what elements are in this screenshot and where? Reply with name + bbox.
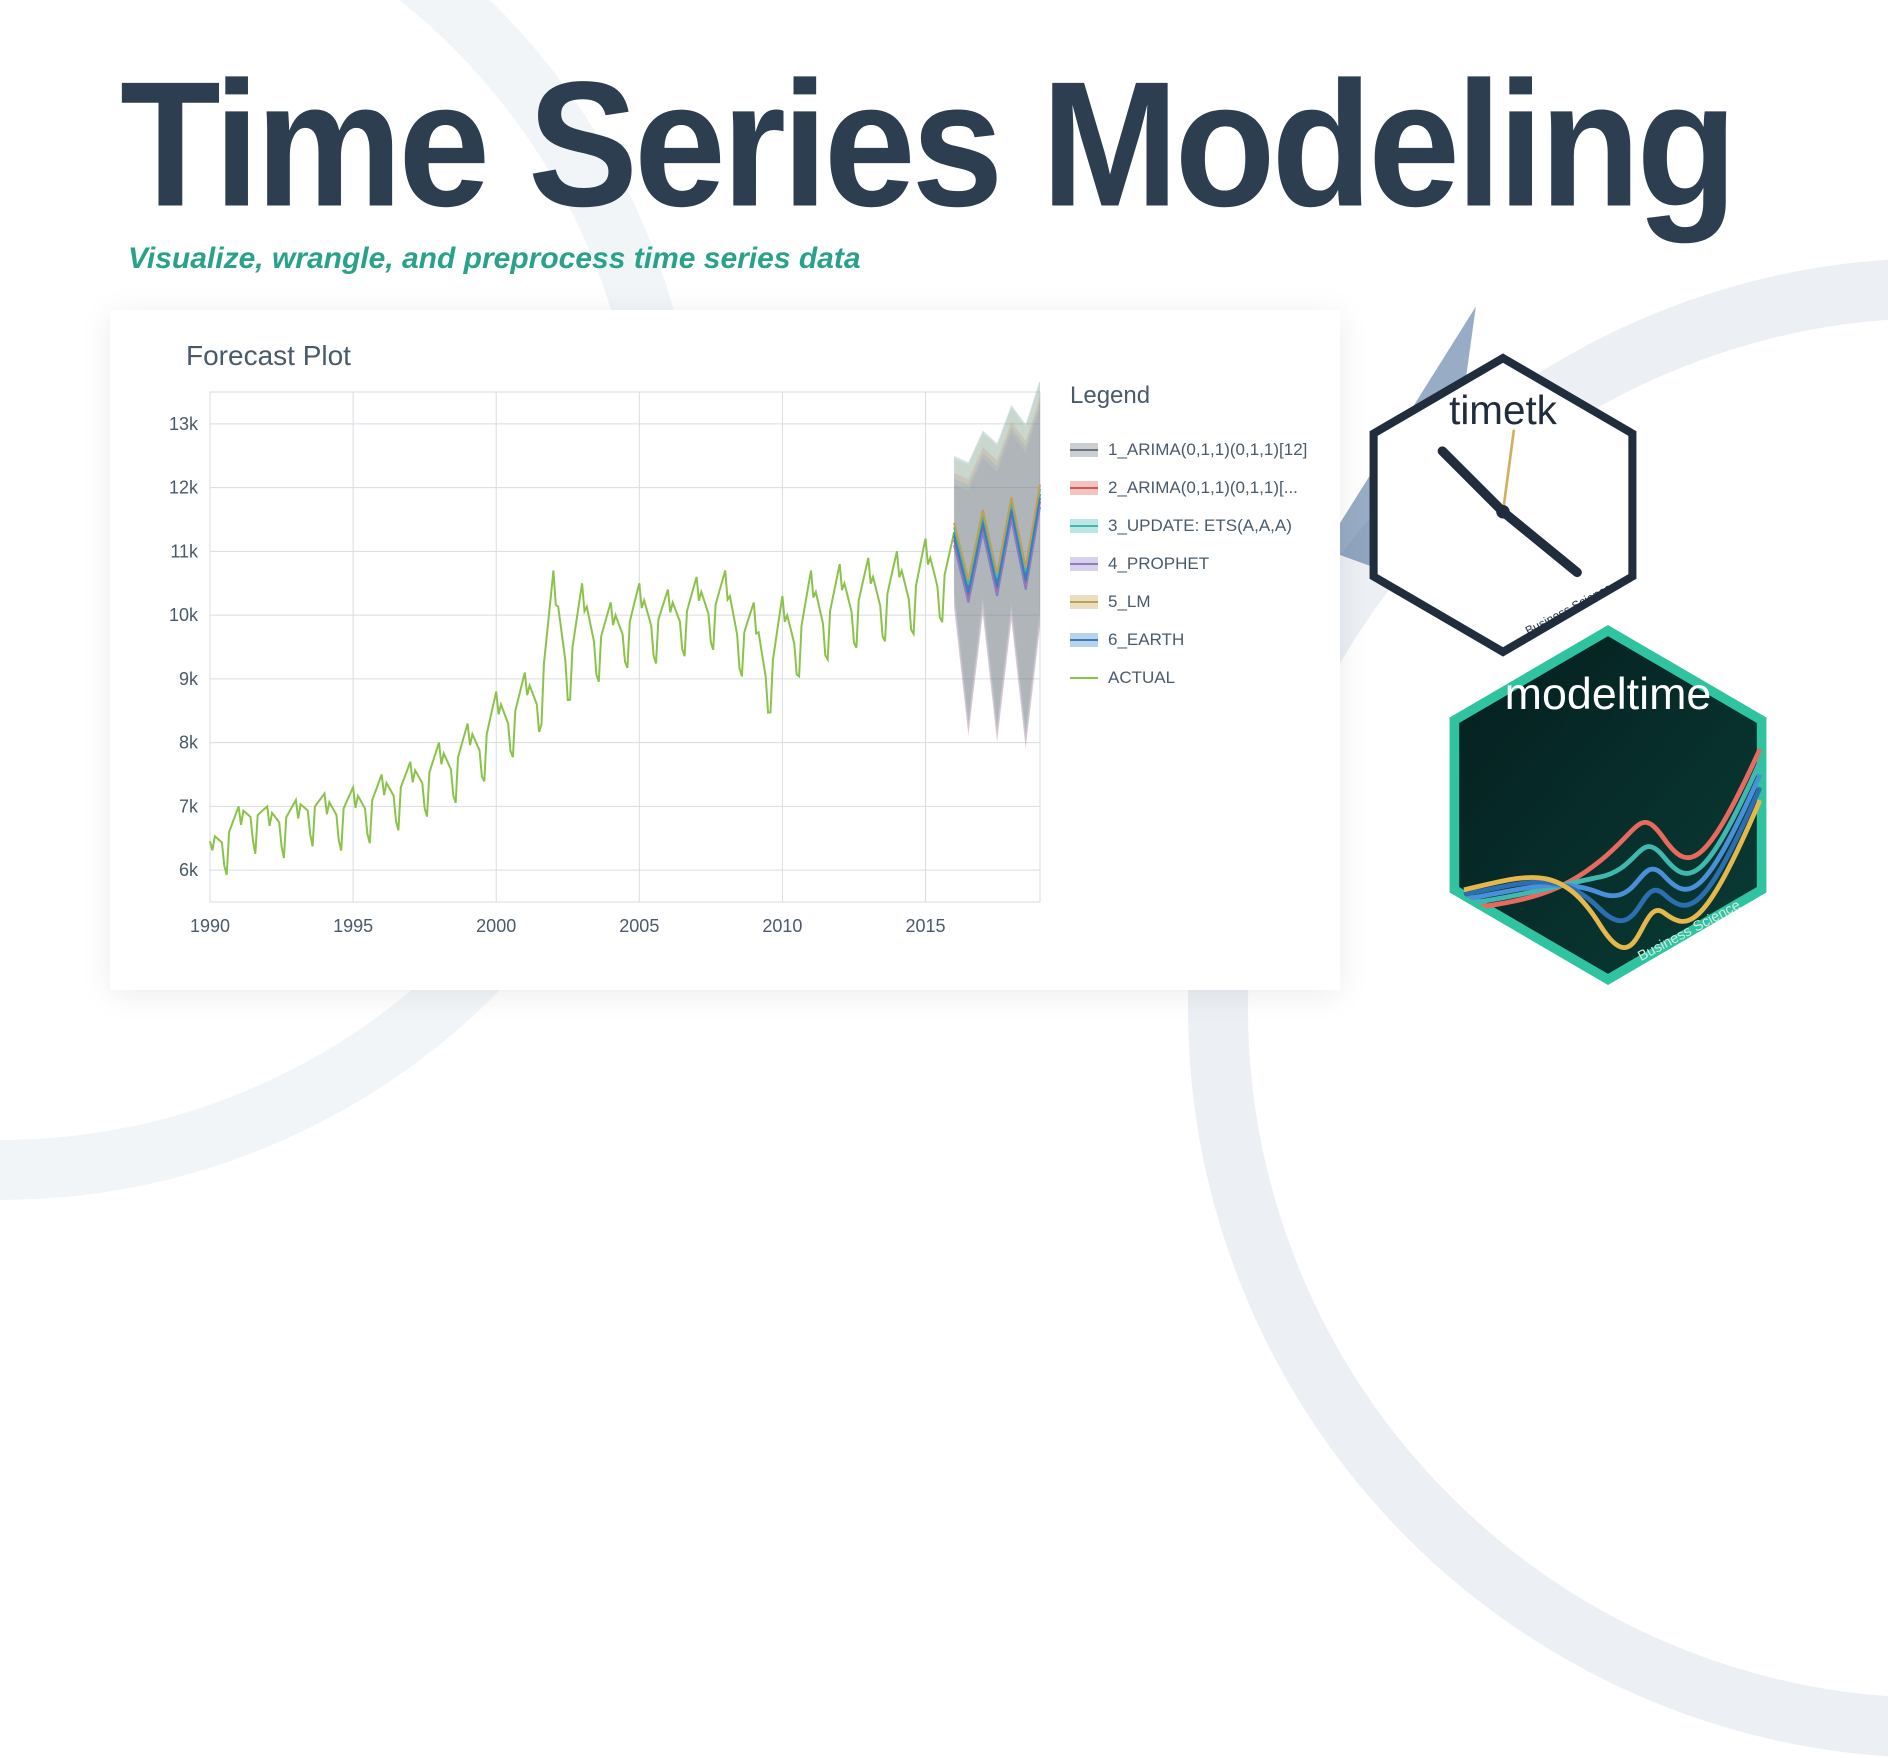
legend-label: 1_ARIMA(0,1,1)(0,1,1)[12] bbox=[1108, 440, 1307, 460]
svg-text:10k: 10k bbox=[169, 605, 199, 625]
legend-label: 6_EARTH bbox=[1108, 630, 1184, 650]
legend-item[interactable]: 5_LM bbox=[1070, 592, 1310, 612]
legend-swatch-icon bbox=[1070, 671, 1098, 685]
chart-legend: Legend 1_ARIMA(0,1,1)(0,1,1)[12] 2_ARIMA… bbox=[1050, 382, 1310, 962]
chart-title: Forecast Plot bbox=[186, 340, 1310, 372]
modeltime-badge: modeltime Business Science bbox=[1448, 620, 1768, 990]
legend-item[interactable]: 2_ARIMA(0,1,1)(0,1,1)[... bbox=[1070, 478, 1310, 498]
svg-text:7k: 7k bbox=[179, 796, 199, 816]
legend-label: 2_ARIMA(0,1,1)(0,1,1)[... bbox=[1108, 478, 1298, 498]
svg-text:9k: 9k bbox=[179, 669, 199, 689]
legend-label: ACTUAL bbox=[1108, 668, 1175, 688]
timetk-hex-icon: timetk Business Science bbox=[1368, 350, 1638, 660]
svg-text:2005: 2005 bbox=[619, 916, 659, 936]
legend-item[interactable]: 6_EARTH bbox=[1070, 630, 1310, 650]
legend-item[interactable]: ACTUAL bbox=[1070, 668, 1310, 688]
legend-swatch-icon bbox=[1070, 519, 1098, 533]
legend-swatch-icon bbox=[1070, 481, 1098, 495]
legend-swatch-icon bbox=[1070, 443, 1098, 457]
chart-plot-area: 6k 7k 8k 9k 10k 11k 12k 13k 1990 1995 2000 2005 2010… bbox=[140, 382, 1050, 962]
page: Time Series Modeling Visualize, wrangle,… bbox=[0, 0, 1888, 1058]
legend-item[interactable]: 3_UPDATE: ETS(A,A,A) bbox=[1070, 516, 1310, 536]
svg-text:8k: 8k bbox=[179, 733, 199, 753]
svg-text:1990: 1990 bbox=[190, 916, 230, 936]
modeltime-hex-icon: modeltime Business Science bbox=[1448, 620, 1768, 990]
svg-text:2000: 2000 bbox=[476, 916, 516, 936]
forecast-plot-svg: 6k 7k 8k 9k 10k 11k 12k 13k 1990 1995 2000 2005 2010… bbox=[140, 382, 1050, 952]
svg-text:1995: 1995 bbox=[333, 916, 373, 936]
svg-text:6k: 6k bbox=[179, 860, 199, 880]
svg-text:13k: 13k bbox=[169, 414, 199, 434]
svg-text:2010: 2010 bbox=[762, 916, 802, 936]
page-subtitle: Visualize, wrangle, and preprocess time … bbox=[128, 242, 861, 276]
legend-swatch-icon bbox=[1070, 557, 1098, 571]
timetk-badge: timetk Business Science bbox=[1368, 350, 1638, 660]
legend-label: 4_PROPHET bbox=[1108, 554, 1209, 574]
forecast-chart-card: Forecast Plot 6k 7k 8k 9k 10k 11k 12k 13k 1990 19… bbox=[110, 310, 1340, 990]
timetk-label: timetk bbox=[1449, 387, 1558, 433]
modeltime-label: modeltime bbox=[1505, 669, 1712, 719]
svg-text:12k: 12k bbox=[169, 478, 199, 498]
legend-item[interactable]: 4_PROPHET bbox=[1070, 554, 1310, 574]
chart-body: 6k 7k 8k 9k 10k 11k 12k 13k 1990 1995 2000 2005 2010… bbox=[140, 382, 1310, 962]
svg-text:2015: 2015 bbox=[905, 916, 945, 936]
legend-label: 5_LM bbox=[1108, 592, 1151, 612]
legend-label: 3_UPDATE: ETS(A,A,A) bbox=[1108, 516, 1292, 536]
legend-swatch-icon bbox=[1070, 595, 1098, 609]
legend-item[interactable]: 1_ARIMA(0,1,1)(0,1,1)[12] bbox=[1070, 440, 1310, 460]
page-title: Time Series Modeling bbox=[120, 42, 1733, 246]
svg-text:11k: 11k bbox=[170, 541, 199, 561]
legend-swatch-icon bbox=[1070, 633, 1098, 647]
legend-title: Legend bbox=[1070, 382, 1310, 410]
